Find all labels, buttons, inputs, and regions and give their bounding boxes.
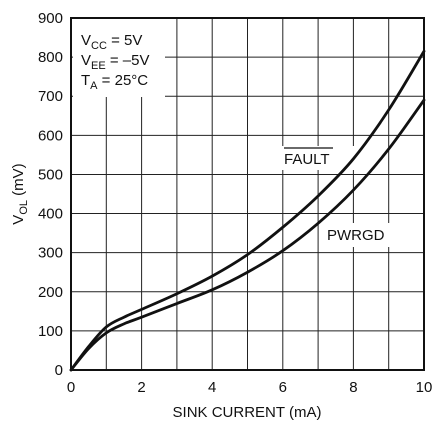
- y-tick-label: 500: [38, 166, 63, 183]
- y-tick-label: 800: [38, 49, 63, 66]
- series-label-fault: FAULT: [284, 151, 330, 168]
- x-tick-label: 6: [279, 379, 287, 396]
- x-tick-label: 0: [67, 379, 75, 396]
- y-axis-title: VOL (mV): [10, 163, 30, 224]
- y-tick-label: 400: [38, 206, 63, 223]
- y-tick-label: 900: [38, 10, 63, 27]
- x-axis-title: SINK CURRENT (mA): [173, 404, 322, 421]
- series-label-pwrgd: PWRGD: [327, 227, 385, 244]
- y-tick-label: 300: [38, 245, 63, 262]
- x-tick-label: 4: [208, 379, 216, 396]
- y-tick-label: 100: [38, 323, 63, 340]
- y-tick-label: 600: [38, 127, 63, 144]
- y-tick-label: 200: [38, 284, 63, 301]
- conditions-annotation: VCC = 5V VEE = –5V TA = 25°C: [73, 19, 165, 97]
- x-tick-label: 8: [349, 379, 357, 396]
- x-tick-label: 10: [416, 379, 433, 396]
- y-tick-label: 0: [55, 362, 63, 379]
- y-tick-labels: 0 100 200 300 400 500 600 700 800 900: [38, 10, 63, 379]
- x-tick-label: 2: [137, 379, 145, 396]
- y-tick-label: 700: [38, 88, 63, 105]
- x-tick-labels: 0 2 4 6 8 10: [67, 379, 433, 396]
